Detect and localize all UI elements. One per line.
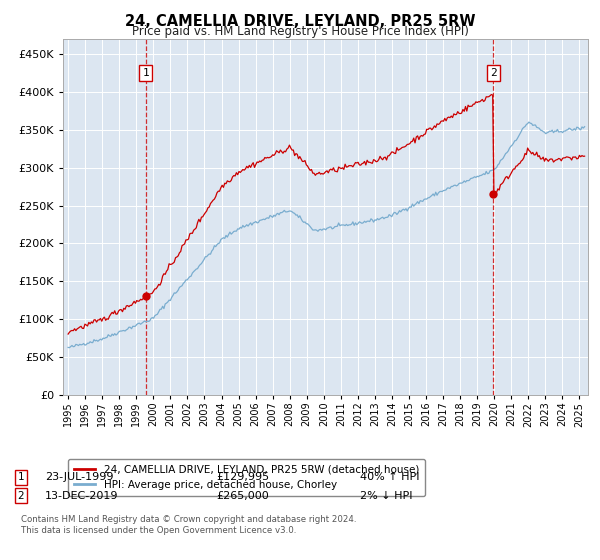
Text: £129,995: £129,995 — [216, 472, 269, 482]
Text: This data is licensed under the Open Government Licence v3.0.: This data is licensed under the Open Gov… — [21, 526, 296, 535]
Text: 24, CAMELLIA DRIVE, LEYLAND, PR25 5RW: 24, CAMELLIA DRIVE, LEYLAND, PR25 5RW — [125, 14, 475, 29]
Text: 13-DEC-2019: 13-DEC-2019 — [45, 491, 119, 501]
Text: 2: 2 — [490, 68, 497, 78]
Legend: 24, CAMELLIA DRIVE, LEYLAND, PR25 5RW (detached house), HPI: Average price, deta: 24, CAMELLIA DRIVE, LEYLAND, PR25 5RW (d… — [68, 459, 425, 496]
Text: 2% ↓ HPI: 2% ↓ HPI — [360, 491, 413, 501]
Text: 23-JUL-1999: 23-JUL-1999 — [45, 472, 113, 482]
Text: Price paid vs. HM Land Registry's House Price Index (HPI): Price paid vs. HM Land Registry's House … — [131, 25, 469, 38]
Text: 1: 1 — [142, 68, 149, 78]
Text: 40% ↑ HPI: 40% ↑ HPI — [360, 472, 419, 482]
Text: £265,000: £265,000 — [216, 491, 269, 501]
Text: Contains HM Land Registry data © Crown copyright and database right 2024.: Contains HM Land Registry data © Crown c… — [21, 515, 356, 524]
Text: 1: 1 — [17, 472, 25, 482]
Text: 2: 2 — [17, 491, 25, 501]
